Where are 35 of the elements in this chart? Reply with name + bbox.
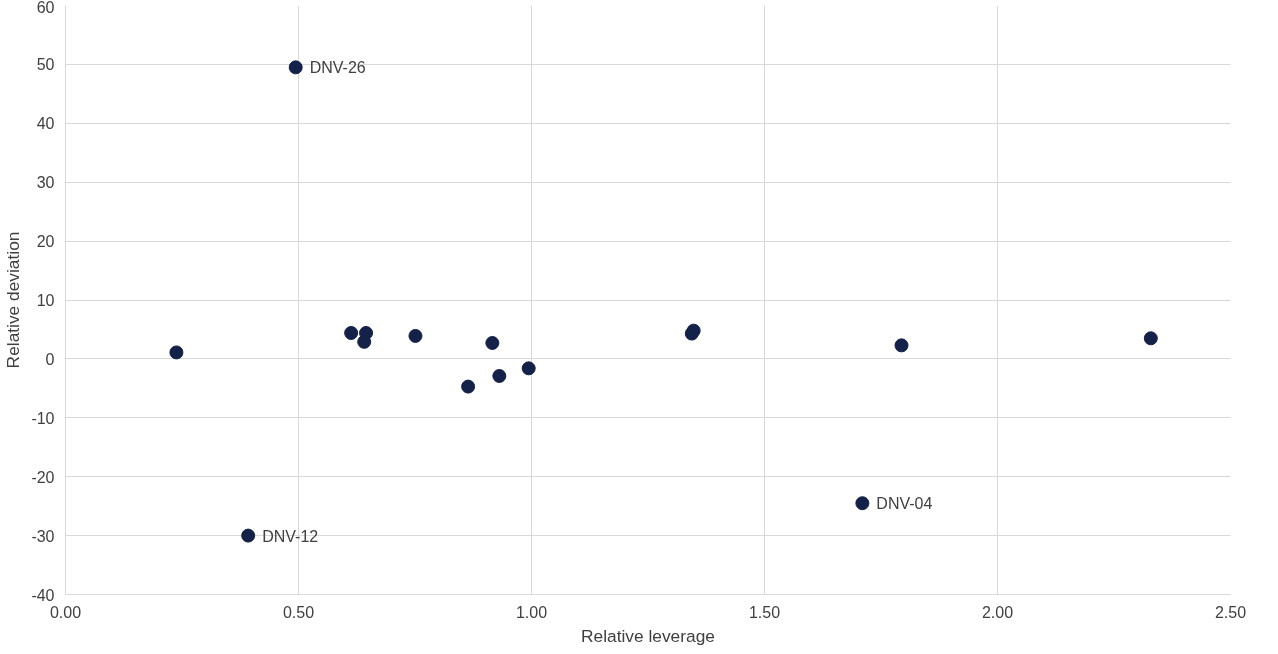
x-tick-label: 1.00 — [515, 603, 548, 621]
point — [241, 528, 256, 543]
point — [408, 328, 423, 343]
y-tick-label: -40 — [31, 586, 55, 604]
annotation: DNV-04 — [876, 495, 933, 513]
x-axis-title: Relative leverage — [581, 625, 715, 646]
y-tick-label: 10 — [36, 292, 55, 309]
y-tick-label: -20 — [31, 468, 55, 486]
x-tick-label: 0.00 — [49, 603, 82, 621]
annotation: DNV-26 — [309, 59, 366, 77]
annotation: DNV-12 — [262, 527, 319, 545]
point — [492, 368, 507, 383]
y-tick-label: 60 — [36, 0, 55, 16]
y-tick-label: 40 — [36, 115, 55, 133]
point — [894, 338, 909, 353]
x-tick-label: 2.50 — [1214, 603, 1247, 621]
point — [461, 379, 476, 394]
point — [485, 336, 500, 350]
y-tick-label: 0 — [45, 350, 55, 368]
x-tick-label: 0.50 — [282, 603, 315, 621]
y-tick-label: 30 — [36, 174, 55, 192]
y-axis-title: Relative deviation — [3, 231, 24, 369]
y-tick-label: 20 — [36, 233, 55, 251]
point — [344, 326, 359, 340]
x-tick-label: 2.00 — [981, 603, 1014, 621]
point — [521, 361, 536, 376]
point — [855, 496, 870, 511]
point — [288, 60, 303, 75]
y-tick-label: -30 — [31, 527, 55, 545]
point — [1143, 331, 1158, 346]
point — [169, 345, 184, 360]
y-tick-label: 50 — [36, 56, 55, 74]
y-tick-label: -10 — [31, 409, 55, 427]
x-tick-label: 1.50 — [748, 603, 781, 621]
point — [357, 334, 372, 349]
